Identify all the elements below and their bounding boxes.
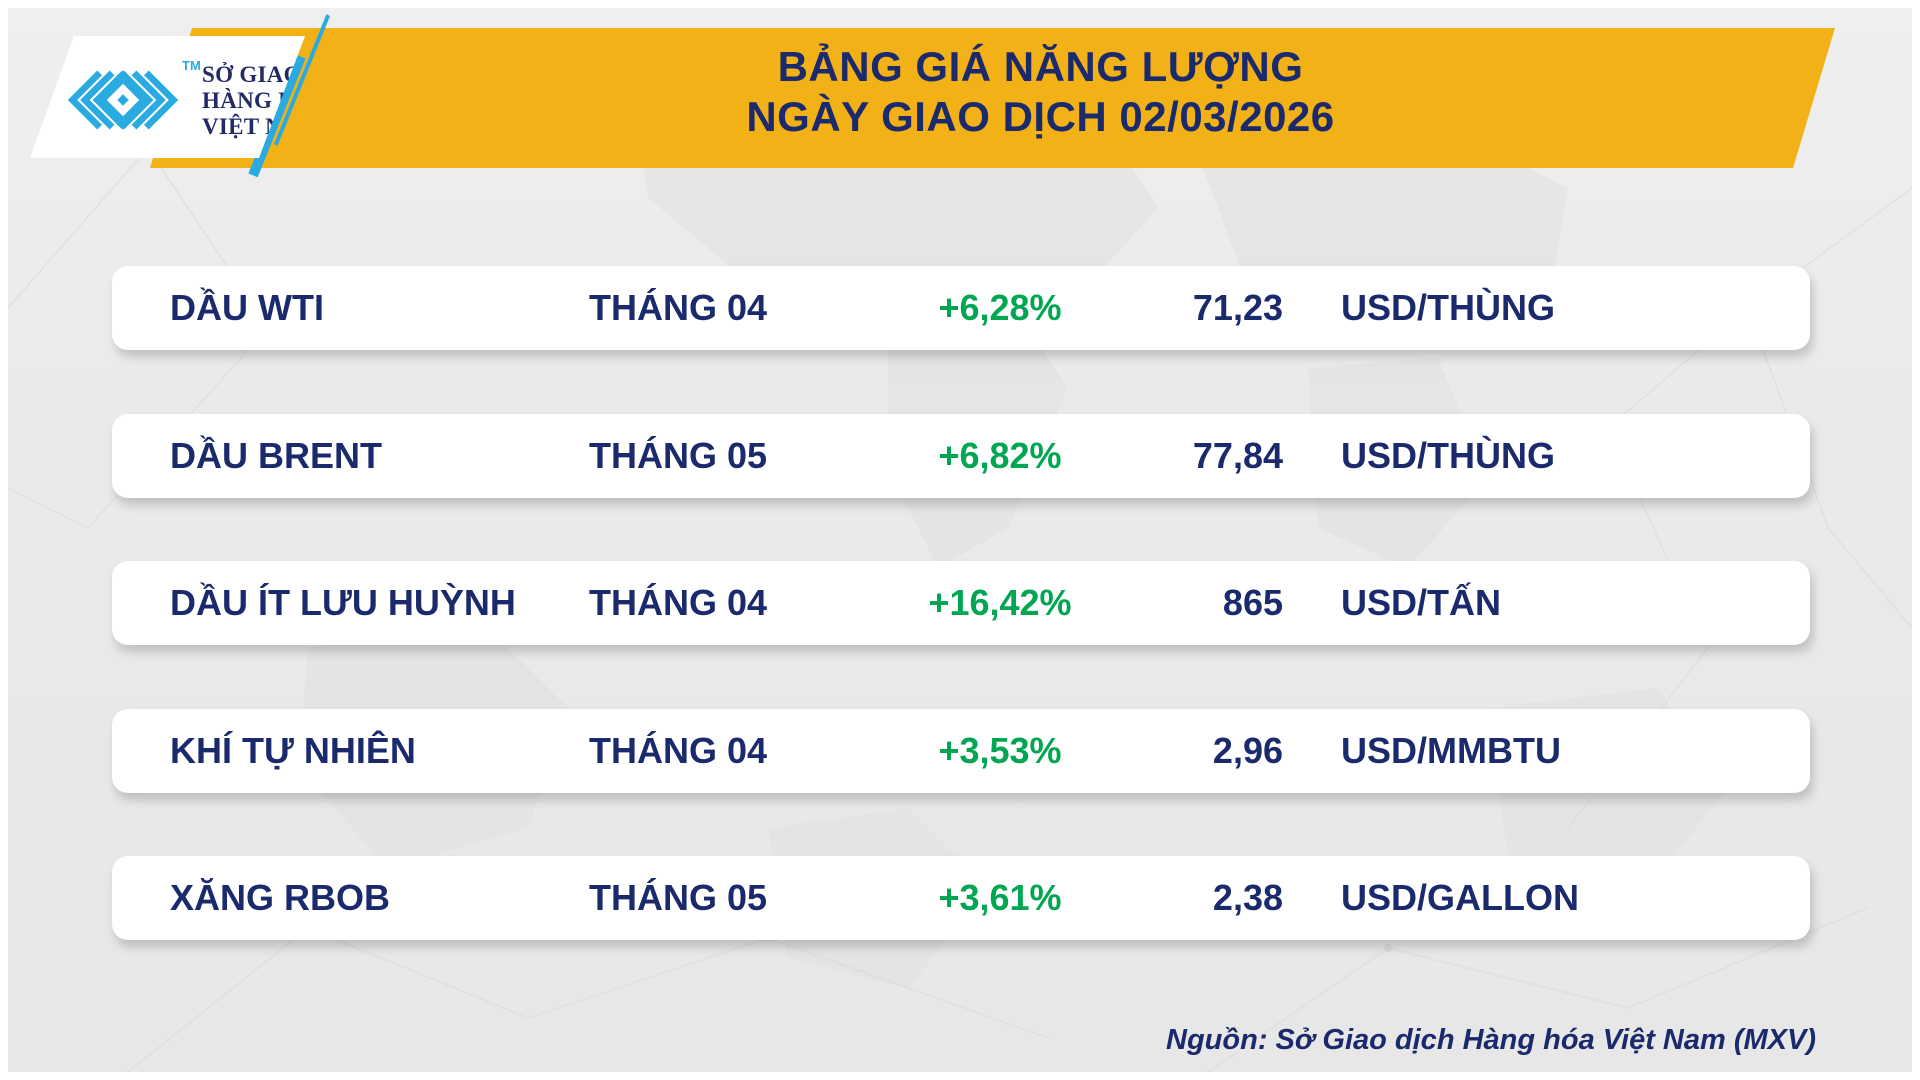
- commodity-name: DẦU ÍT LƯU HUỲNH: [170, 582, 516, 623]
- contract-month: THÁNG 04: [588, 582, 768, 623]
- price-unit: USD/GALLON: [1341, 877, 1579, 918]
- change-percent: +3,61%: [938, 877, 1062, 918]
- price-row-dau-it-luu-huynh: DẦU ÍT LƯU HUỲNH THÁNG 04 +16,42% 865 US…: [112, 561, 1810, 645]
- change-percent: +3,53%: [938, 730, 1062, 771]
- page-title-line1: BẢNG GIÁ NĂNG LƯỢNG: [777, 43, 1304, 90]
- contract-month: THÁNG 05: [588, 877, 768, 918]
- contract-month: THÁNG 04: [588, 287, 768, 328]
- price-unit: USD/THÙNG: [1341, 435, 1555, 476]
- mxv-logo-icon: [60, 60, 186, 140]
- price-value: 77,84: [1192, 435, 1283, 476]
- price-unit: USD/MMBTU: [1341, 730, 1561, 771]
- price-value: 865: [1222, 582, 1283, 623]
- commodity-name: KHÍ TỰ NHIÊN: [170, 730, 416, 771]
- change-percent: +6,28%: [938, 287, 1062, 328]
- price-unit: USD/TẤN: [1341, 582, 1501, 623]
- price-unit: USD/THÙNG: [1341, 287, 1555, 328]
- title-banner: BẢNG GIÁ NĂNG LƯỢNG NGÀY GIAO DỊCH 02/03…: [150, 28, 1835, 168]
- commodity-name: DẦU WTI: [170, 287, 324, 328]
- page-title-line2: NGÀY GIAO DỊCH 02/03/2026: [746, 93, 1335, 140]
- price-value: 2,38: [1212, 877, 1283, 918]
- mxv-logo-card: TM SỞ GIAO DỊCH HÀNG HÓA VIỆT NAM: [30, 36, 305, 158]
- price-value: 71,23: [1192, 287, 1283, 328]
- price-row-xang-rbob: XĂNG RBOB THÁNG 05 +3,61% 2,38 USD/GALLO…: [112, 856, 1810, 940]
- page-title: BẢNG GIÁ NĂNG LƯỢNG NGÀY GIAO DỊCH 02/03…: [150, 28, 1835, 142]
- source-attribution: Nguồn: Sở Giao dịch Hàng hóa Việt Nam (M…: [1166, 1024, 1816, 1056]
- commodity-name: XĂNG RBOB: [170, 877, 391, 918]
- price-value: 2,96: [1212, 730, 1283, 771]
- price-row-khi-tu-nhien: KHÍ TỰ NHIÊN THÁNG 04 +3,53% 2,96 USD/MM…: [112, 709, 1810, 793]
- contract-month: THÁNG 05: [588, 435, 768, 476]
- trademark-symbol: TM: [182, 58, 201, 73]
- price-row-dau-brent: DẦU BRENT THÁNG 05 +6,82% 77,84 USD/THÙN…: [112, 414, 1810, 498]
- commodity-name: DẦU BRENT: [170, 435, 382, 476]
- change-percent: +16,42%: [928, 582, 1072, 623]
- contract-month: THÁNG 04: [588, 730, 768, 771]
- price-row-dau-wti: DẦU WTI THÁNG 04 +6,28% 71,23 USD/THÙNG: [112, 266, 1810, 350]
- change-percent: +6,82%: [938, 435, 1062, 476]
